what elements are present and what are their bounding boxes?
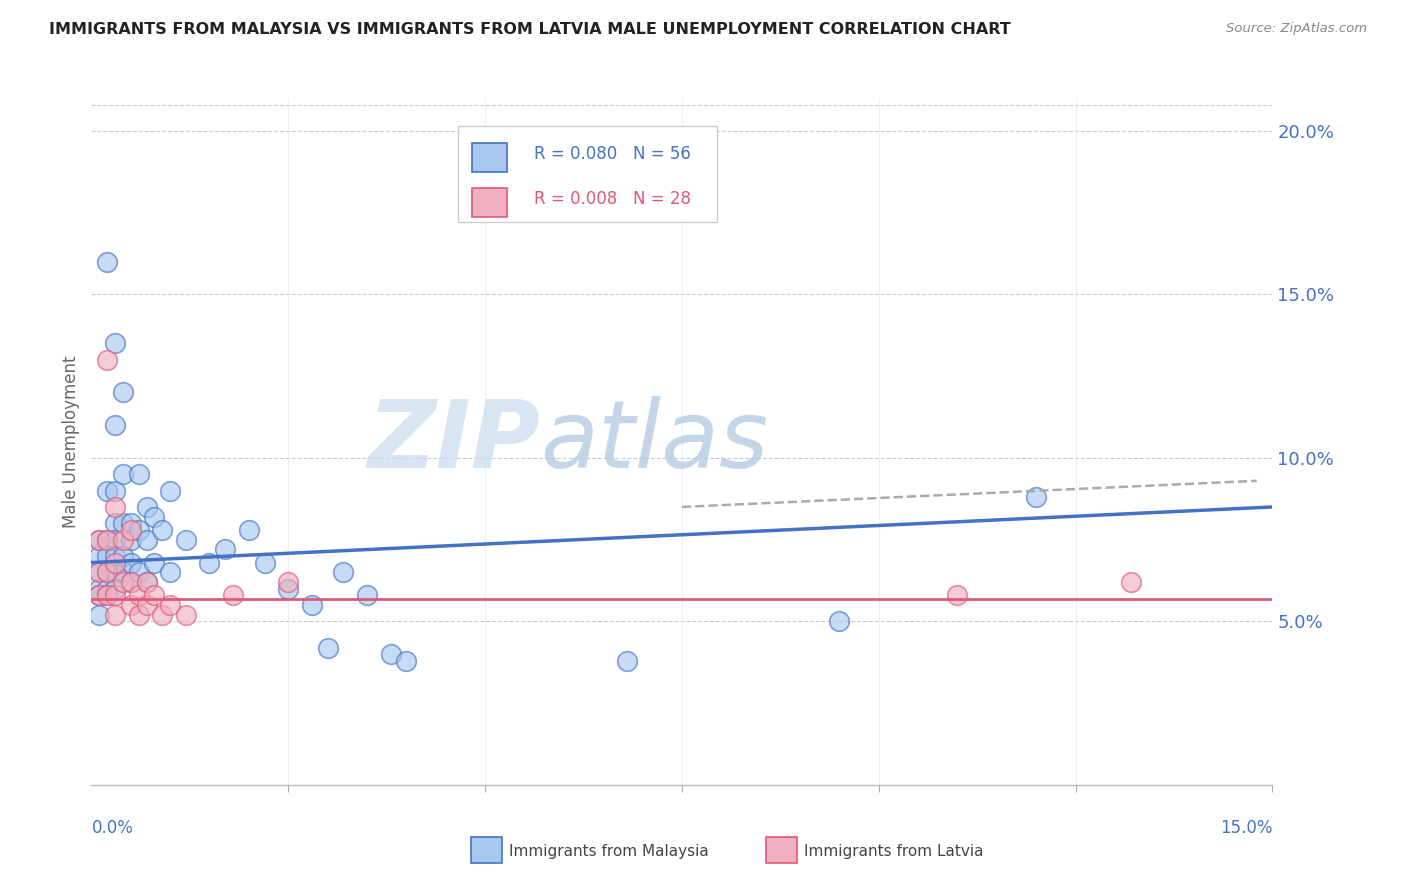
Point xyxy=(96,483,118,498)
Point xyxy=(89,566,111,580)
Point xyxy=(104,549,127,563)
Point xyxy=(120,556,142,570)
Text: R = 0.008   N = 28: R = 0.008 N = 28 xyxy=(534,190,692,208)
Point xyxy=(96,588,118,602)
Y-axis label: Male Unemployment: Male Unemployment xyxy=(62,355,80,528)
FancyBboxPatch shape xyxy=(457,126,717,222)
Point xyxy=(104,516,127,531)
Point xyxy=(277,575,299,590)
Point xyxy=(104,483,127,498)
Point xyxy=(356,588,378,602)
Point xyxy=(96,533,118,547)
Point xyxy=(96,254,118,268)
Text: R = 0.080   N = 56: R = 0.080 N = 56 xyxy=(534,145,692,162)
Point xyxy=(174,607,197,622)
Point xyxy=(104,533,127,547)
Point xyxy=(96,566,118,580)
Point xyxy=(1119,575,1142,590)
Point xyxy=(150,607,173,622)
Point xyxy=(111,516,134,531)
Point xyxy=(111,385,134,400)
Point xyxy=(828,615,851,629)
Point xyxy=(96,566,118,580)
Point xyxy=(120,533,142,547)
Point xyxy=(104,500,127,514)
Point xyxy=(135,575,157,590)
Point xyxy=(150,523,173,537)
Point xyxy=(89,533,111,547)
Point xyxy=(135,575,157,590)
Point xyxy=(301,598,323,612)
Point xyxy=(111,467,134,482)
Point xyxy=(174,533,197,547)
Point xyxy=(1025,490,1047,504)
Point xyxy=(128,607,150,622)
Point xyxy=(135,533,157,547)
Point xyxy=(946,588,969,602)
Point xyxy=(159,483,181,498)
Point xyxy=(238,523,260,537)
Text: Immigrants from Malaysia: Immigrants from Malaysia xyxy=(509,845,709,859)
Point xyxy=(89,607,111,622)
Point xyxy=(316,640,339,655)
Text: Source: ZipAtlas.com: Source: ZipAtlas.com xyxy=(1226,22,1367,36)
Point xyxy=(198,556,221,570)
Point xyxy=(104,418,127,433)
Point xyxy=(128,467,150,482)
Point xyxy=(89,582,111,596)
Point xyxy=(89,533,111,547)
Point xyxy=(380,647,402,661)
Point xyxy=(135,598,157,612)
Point xyxy=(332,566,354,580)
Point xyxy=(96,582,118,596)
Point xyxy=(96,352,118,367)
Point xyxy=(89,588,111,602)
Point xyxy=(89,588,111,602)
Point xyxy=(104,556,127,570)
Point xyxy=(128,566,150,580)
Text: 15.0%: 15.0% xyxy=(1220,819,1272,837)
Point xyxy=(253,556,276,570)
Text: IMMIGRANTS FROM MALAYSIA VS IMMIGRANTS FROM LATVIA MALE UNEMPLOYMENT CORRELATION: IMMIGRANTS FROM MALAYSIA VS IMMIGRANTS F… xyxy=(49,22,1011,37)
Point xyxy=(111,533,134,547)
FancyBboxPatch shape xyxy=(471,188,508,217)
Point xyxy=(96,533,118,547)
Point xyxy=(104,588,127,602)
Text: atlas: atlas xyxy=(540,396,769,487)
Point xyxy=(111,549,134,563)
Point xyxy=(143,509,166,524)
Point xyxy=(277,582,299,596)
Point xyxy=(89,549,111,563)
Point xyxy=(111,575,134,590)
FancyBboxPatch shape xyxy=(471,143,508,171)
Point xyxy=(159,598,181,612)
Point xyxy=(120,523,142,537)
Point xyxy=(120,575,142,590)
Point xyxy=(616,654,638,668)
Point xyxy=(120,598,142,612)
Point xyxy=(143,588,166,602)
Point xyxy=(120,516,142,531)
Point xyxy=(96,588,118,602)
Point xyxy=(135,500,157,514)
Point xyxy=(111,566,134,580)
Point xyxy=(143,556,166,570)
Point xyxy=(104,582,127,596)
Point xyxy=(128,588,150,602)
Point xyxy=(214,542,236,557)
Point xyxy=(222,588,245,602)
Text: 0.0%: 0.0% xyxy=(91,819,134,837)
Point xyxy=(395,654,418,668)
Point xyxy=(120,575,142,590)
Text: ZIP: ZIP xyxy=(367,395,540,488)
Point xyxy=(89,566,111,580)
Point xyxy=(104,607,127,622)
Point xyxy=(96,549,118,563)
Text: Immigrants from Latvia: Immigrants from Latvia xyxy=(804,845,984,859)
Point xyxy=(128,523,150,537)
Point xyxy=(104,566,127,580)
Point xyxy=(159,566,181,580)
Point xyxy=(104,336,127,351)
